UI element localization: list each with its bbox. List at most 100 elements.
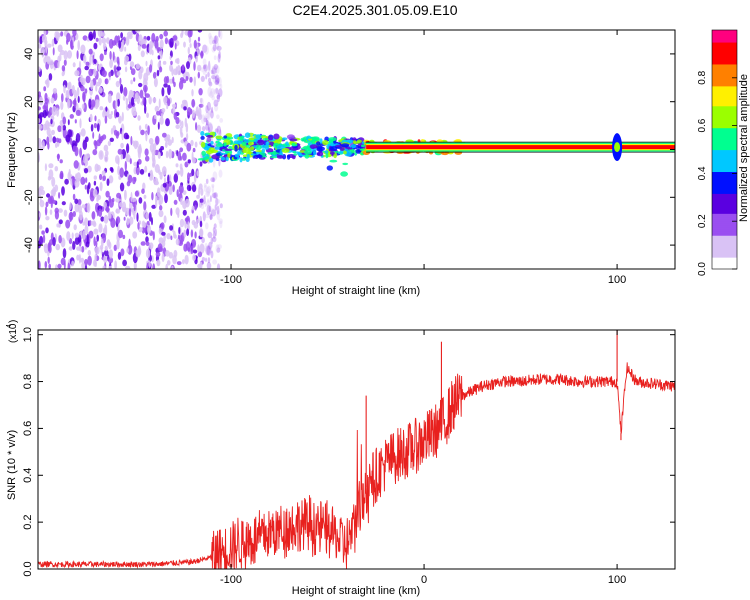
noise-speckle — [94, 253, 97, 263]
noise-speckle — [206, 185, 212, 194]
noise-speckle — [47, 242, 51, 252]
noise-speckle — [92, 131, 95, 139]
noise-speckle — [206, 199, 211, 209]
noise-speckle — [108, 241, 112, 250]
colorbar-band — [712, 43, 737, 47]
noise-speckle — [132, 140, 136, 147]
noise-speckle — [182, 152, 187, 161]
noise-speckle — [219, 129, 222, 138]
colorbar-band — [712, 239, 737, 242]
noise-speckle — [83, 154, 88, 164]
noise-speckle — [117, 60, 120, 67]
noise-speckle — [201, 237, 205, 244]
noise-speckle — [93, 180, 97, 186]
colorbar-band — [712, 257, 737, 260]
noise-speckle — [98, 133, 101, 144]
noise-speckle — [128, 174, 133, 184]
noise-speckle — [189, 76, 193, 83]
noise-speckle — [103, 249, 109, 257]
colorbar-band — [712, 249, 737, 252]
signal-blob — [207, 143, 212, 147]
noise-speckle — [197, 30, 203, 33]
noise-speckle — [51, 38, 55, 47]
noise-speckle — [130, 191, 133, 203]
noise-speckle — [117, 98, 120, 107]
noise-speckle — [105, 150, 109, 157]
colorbar-band — [712, 167, 737, 171]
signal-blob — [289, 138, 298, 142]
noise-speckle — [143, 72, 149, 83]
noise-speckle — [207, 71, 210, 78]
noise-speckle — [84, 225, 89, 234]
colorbar-band — [712, 115, 737, 119]
snr-x-tick-label: 100 — [608, 574, 626, 586]
noise-speckle — [170, 207, 173, 217]
signal-blob — [292, 151, 297, 154]
colorbar-band — [712, 135, 737, 139]
noise-speckle — [198, 88, 203, 96]
noise-speckle — [74, 236, 80, 245]
signal-blob — [261, 148, 266, 154]
noise-speckle — [188, 36, 192, 44]
noise-speckle — [143, 221, 147, 228]
noise-speckle — [115, 99, 118, 109]
colorbar-band — [712, 37, 737, 41]
noise-speckle — [202, 126, 206, 132]
noise-speckle — [151, 192, 154, 201]
noise-speckle — [47, 256, 50, 264]
noise-speckle — [138, 34, 143, 45]
noise-speckle — [74, 89, 77, 100]
signal-blob — [329, 146, 338, 151]
noise-speckle — [95, 37, 99, 42]
signal-blob — [276, 155, 284, 159]
noise-speckle — [126, 31, 132, 38]
noise-speckle — [98, 64, 102, 71]
noise-speckle — [125, 134, 130, 140]
noise-speckle — [152, 97, 157, 103]
noise-speckle — [38, 212, 42, 218]
noise-speckle — [167, 84, 171, 96]
colorbar-band — [712, 39, 737, 43]
noise-speckle — [183, 243, 188, 252]
noise-speckle — [197, 111, 201, 117]
noise-speckle — [120, 248, 125, 257]
noise-speckle — [182, 190, 187, 196]
noise-speckle — [146, 112, 150, 119]
noise-speckle — [66, 32, 71, 43]
noise-speckle — [107, 93, 112, 104]
colorbar-band — [712, 171, 737, 174]
spectrogram-panel: -100 100 -40 -20 0 20 40 Height of straight li… — [6, 29, 676, 297]
noise-speckle — [175, 66, 178, 76]
noise-speckle — [206, 198, 210, 203]
signal-blob — [273, 133, 280, 140]
noise-speckle — [103, 214, 109, 224]
noise-speckle — [48, 73, 53, 81]
noise-speckle — [90, 99, 96, 108]
noise-speckle — [203, 115, 208, 120]
noise-speckle — [127, 104, 133, 109]
noise-speckle — [211, 192, 217, 199]
noise-speckle — [202, 211, 206, 222]
noise-speckle — [115, 208, 119, 214]
noise-speckle — [77, 198, 82, 206]
noise-speckle — [96, 196, 99, 202]
noise-speckle — [44, 261, 48, 269]
noise-speckle — [162, 182, 167, 188]
noise-speckle — [158, 98, 161, 109]
colorbar-band — [712, 263, 737, 266]
noise-speckle — [93, 68, 97, 77]
colorbar: 0.0 0.2 0.4 0.6 0.8 Normalized spectral ampl… — [697, 29, 750, 276]
noise-speckle — [151, 204, 157, 209]
colorbar-band — [712, 35, 737, 39]
noise-speckle — [109, 212, 112, 219]
noise-speckle — [161, 231, 166, 236]
noise-speckle — [166, 233, 171, 240]
noise-speckle — [72, 145, 77, 152]
noise-speckle — [215, 41, 220, 50]
signal-blob — [201, 150, 206, 156]
colorbar-band — [712, 121, 737, 125]
signal-blob — [197, 158, 207, 161]
noise-speckle — [104, 115, 108, 124]
signal-blob — [306, 135, 312, 142]
noise-speckle — [129, 216, 134, 225]
